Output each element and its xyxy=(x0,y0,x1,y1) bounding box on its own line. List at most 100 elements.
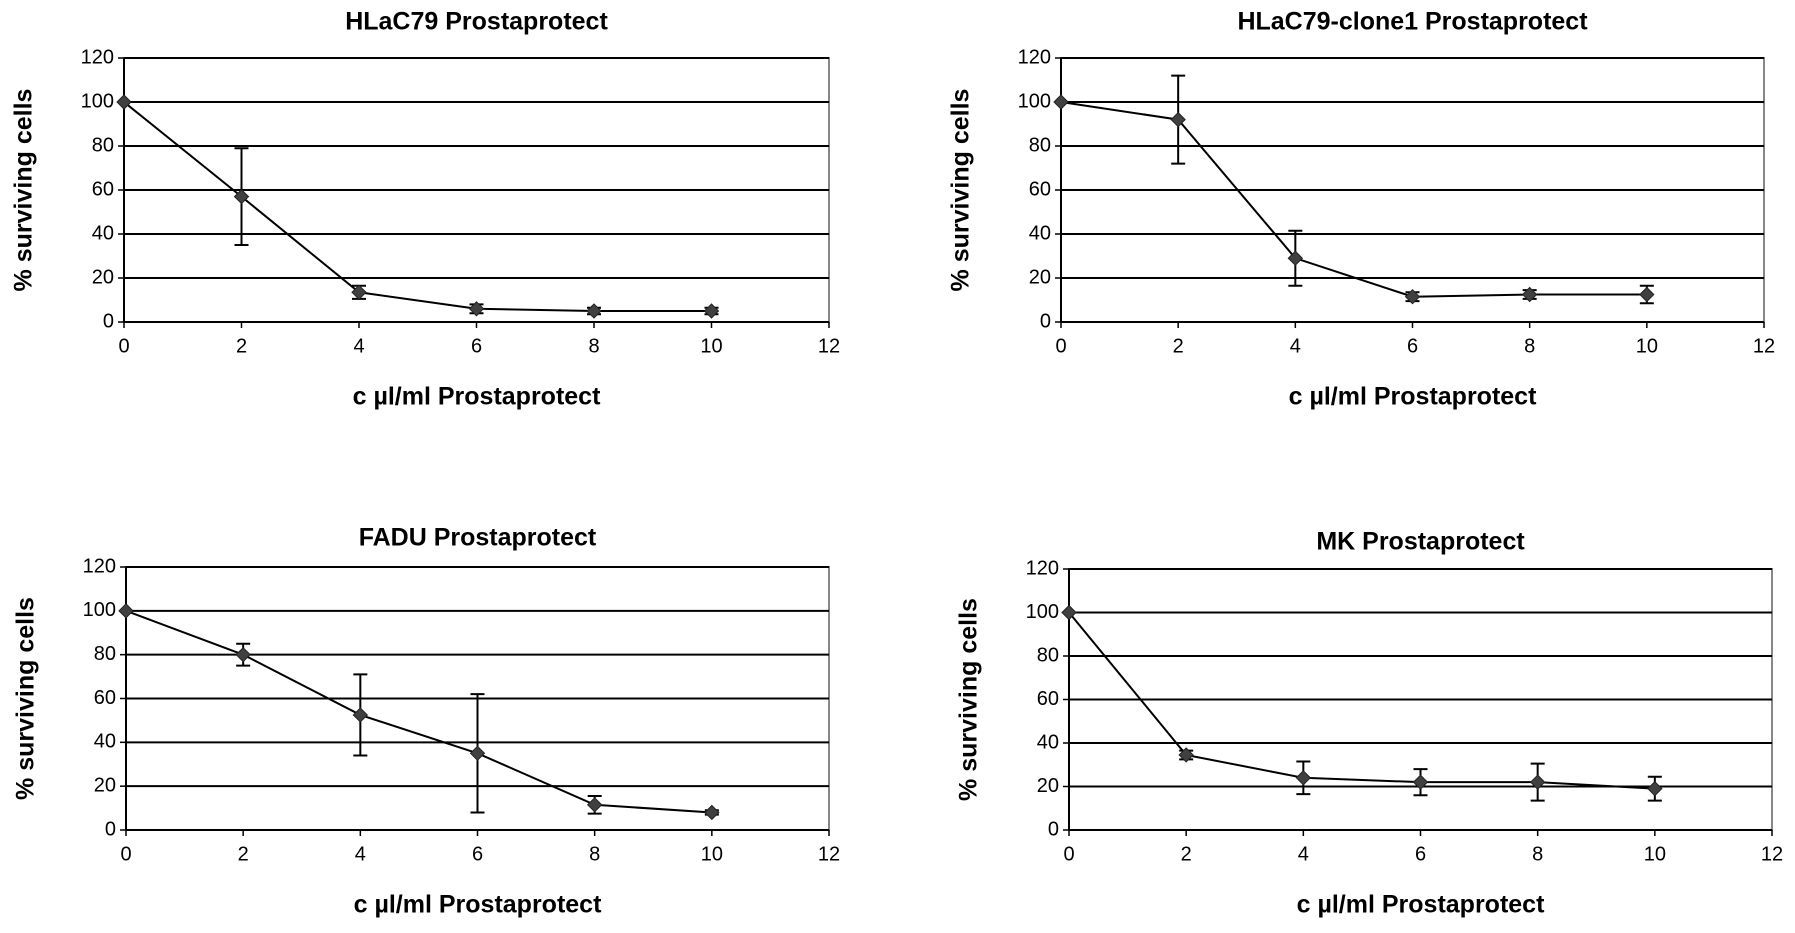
x-tick-label: 4 xyxy=(355,843,366,865)
x-tick-label: 2 xyxy=(1173,335,1184,357)
data-point xyxy=(116,94,132,110)
x-tick-label: 8 xyxy=(1532,843,1543,865)
y-tick-label: 40 xyxy=(92,222,114,244)
data-point xyxy=(1639,286,1655,303)
x-tick-label: 0 xyxy=(1063,843,1074,865)
x-tick-label: 0 xyxy=(118,335,129,357)
y-tick-label: 20 xyxy=(92,266,114,288)
chart-title: FADU Prostaprotect xyxy=(359,524,597,552)
data-point xyxy=(586,797,603,813)
y-tick-label: 0 xyxy=(1040,310,1051,332)
x-tick-label: 10 xyxy=(700,335,722,357)
data-point xyxy=(1295,770,1312,786)
chart-panel: FADU Prostaprotect c µl/ml Prostaprotect%… xyxy=(12,524,841,919)
data-point xyxy=(468,301,485,317)
data-point xyxy=(351,284,367,301)
x-tick-label: 6 xyxy=(471,335,482,357)
x-tick-label: 6 xyxy=(472,843,483,865)
data-point xyxy=(235,646,251,663)
x-tick-label: 0 xyxy=(1055,335,1066,357)
y-tick-label: 100 xyxy=(1026,601,1059,623)
x-tick-label: 8 xyxy=(1524,335,1535,357)
y-tick-label: 80 xyxy=(1037,644,1059,666)
chart-title: HLaC79 Prostaprotect xyxy=(345,8,608,36)
data-point xyxy=(1178,747,1194,763)
x-axis-label: c µl/ml Prostaprotect xyxy=(1289,383,1537,411)
x-tick-label: 12 xyxy=(818,335,840,357)
data-point xyxy=(1529,774,1546,790)
data-point xyxy=(469,745,486,761)
y-tick-label: 60 xyxy=(1037,688,1059,710)
y-tick-label: 80 xyxy=(92,134,114,156)
data-point xyxy=(1061,604,1077,621)
data-line xyxy=(1060,101,1647,298)
y-axis-label: % surviving cells xyxy=(12,597,40,800)
y-axis-label: % surviving cells xyxy=(955,598,983,801)
chart-title: HLaC79-clone1 Prostaprotect xyxy=(1237,8,1588,36)
y-tick-label: 120 xyxy=(1026,557,1059,579)
x-tick-label: 12 xyxy=(1753,335,1775,357)
x-axis-label: c µl/ml Prostaprotect xyxy=(1297,891,1545,919)
x-tick-label: 4 xyxy=(353,335,364,357)
x-tick-label: 12 xyxy=(1761,843,1783,865)
y-tick-label: 100 xyxy=(81,90,114,112)
x-tick-label: 4 xyxy=(1290,335,1301,357)
x-tick-label: 2 xyxy=(236,335,247,357)
y-tick-label: 20 xyxy=(94,774,116,796)
x-tick-label: 10 xyxy=(1636,335,1658,357)
y-tick-label: 60 xyxy=(92,178,114,200)
x-tick-label: 8 xyxy=(588,335,599,357)
y-axis-label: % surviving cells xyxy=(10,89,38,292)
y-tick-label: 40 xyxy=(1029,222,1051,244)
y-tick-label: 80 xyxy=(94,643,116,665)
y-tick-label: 0 xyxy=(105,818,116,840)
x-tick-label: 8 xyxy=(589,843,600,865)
y-tick-label: 40 xyxy=(94,731,116,753)
y-tick-label: 100 xyxy=(83,599,116,621)
x-tick-label: 10 xyxy=(701,843,723,865)
y-tick-label: 60 xyxy=(1029,178,1051,200)
data-point xyxy=(118,603,134,619)
chart-panel: HLaC79-clone1 Prostaprotect c µl/ml Prost… xyxy=(947,8,1776,411)
data-point xyxy=(704,804,720,821)
chart-panel: MK Prostaprotect c µl/ml Prostaprotect % s… xyxy=(955,528,1784,919)
x-tick-label: 6 xyxy=(1415,843,1426,865)
y-tick-label: 120 xyxy=(1018,46,1051,68)
y-tick-label: 80 xyxy=(1029,134,1051,156)
data-point xyxy=(703,303,720,319)
x-axis-label: c µl/ml Prostaprotect xyxy=(353,383,601,411)
y-tick-label: 60 xyxy=(94,687,116,709)
x-tick-label: 10 xyxy=(1644,843,1666,865)
x-tick-label: 0 xyxy=(120,843,131,865)
data-line xyxy=(123,101,712,312)
x-tick-label: 12 xyxy=(818,843,840,865)
data-point xyxy=(1647,780,1663,797)
y-tick-label: 120 xyxy=(83,555,116,577)
data-point xyxy=(1404,288,1421,305)
data-point xyxy=(1412,774,1429,790)
y-tick-label: 0 xyxy=(1048,818,1059,840)
y-tick-label: 0 xyxy=(103,310,114,332)
x-tick-label: 2 xyxy=(238,843,249,865)
data-point xyxy=(1287,250,1304,266)
data-point xyxy=(352,707,369,723)
data-line xyxy=(125,609,712,814)
data-point xyxy=(586,303,602,319)
chart-title: MK Prostaprotect xyxy=(1316,528,1525,556)
x-tick-label: 4 xyxy=(1298,843,1309,865)
data-point xyxy=(233,188,250,205)
data-line xyxy=(1068,611,1655,790)
x-tick-label: 2 xyxy=(1181,843,1192,865)
data-point xyxy=(1053,94,1069,110)
y-tick-label: 20 xyxy=(1029,266,1051,288)
y-tick-label: 100 xyxy=(1018,90,1051,112)
chart-panel: HLaC79 Prostaprotect c µl/ml Prostaprotec… xyxy=(10,8,841,411)
x-axis-label: c µl/ml Prostaprotect xyxy=(354,891,602,919)
data-point xyxy=(1170,111,1186,128)
y-tick-label: 20 xyxy=(1037,775,1059,797)
y-tick-label: 40 xyxy=(1037,731,1059,753)
y-tick-label: 120 xyxy=(81,46,114,68)
x-tick-label: 6 xyxy=(1407,335,1418,357)
data-point xyxy=(1521,286,1538,303)
